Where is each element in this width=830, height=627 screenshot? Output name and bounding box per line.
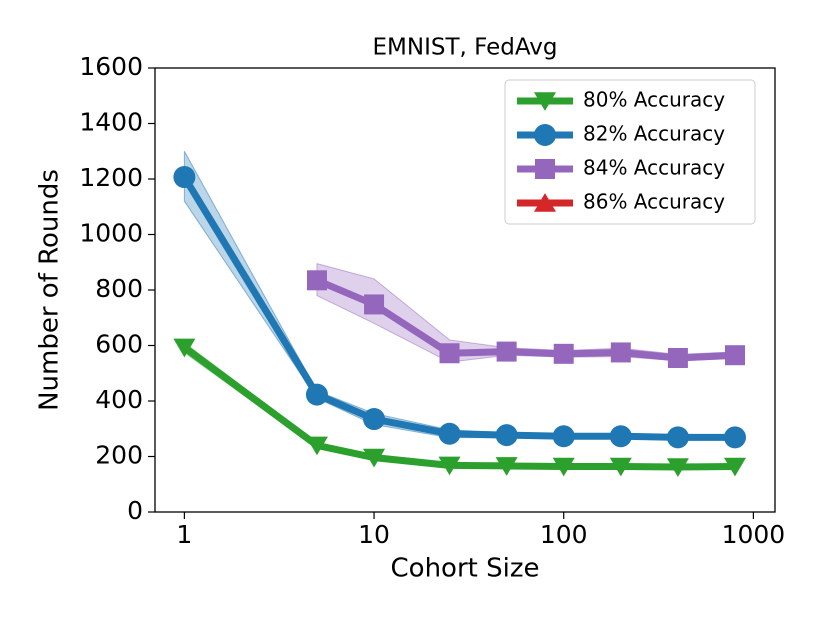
data-point bbox=[363, 448, 386, 468]
data-point bbox=[173, 166, 196, 189]
legend-label: 82% Accuracy bbox=[583, 122, 725, 146]
data-point bbox=[495, 424, 518, 447]
y-tick-label: 1400 bbox=[79, 108, 143, 137]
legend-box bbox=[504, 79, 756, 225]
x-tick-label: 1 bbox=[176, 520, 192, 549]
y-tick-label: 1000 bbox=[79, 219, 143, 248]
data-point bbox=[495, 457, 518, 476]
data-point bbox=[667, 347, 688, 368]
y-tick-label: 1600 bbox=[79, 52, 143, 81]
data-point bbox=[609, 425, 632, 448]
legend-label: 84% Accuracy bbox=[583, 156, 725, 180]
y-tick-label: 200 bbox=[95, 441, 143, 470]
legend-marker bbox=[534, 193, 556, 212]
legend-marker bbox=[535, 159, 555, 179]
y-axis-label: Number of Rounds bbox=[35, 169, 65, 411]
legend-label: 80% Accuracy bbox=[583, 88, 725, 112]
data-point bbox=[724, 426, 747, 449]
data-point bbox=[666, 458, 689, 477]
data-point bbox=[666, 426, 689, 449]
data-point bbox=[552, 457, 575, 477]
data-point bbox=[724, 457, 747, 477]
chart-title: EMNIST, FedAvg bbox=[373, 35, 558, 61]
data-point bbox=[725, 345, 746, 366]
plot-frame bbox=[154, 67, 776, 513]
data-point bbox=[553, 343, 574, 364]
y-tick-label: 1200 bbox=[79, 163, 143, 192]
series-line bbox=[182, 344, 736, 471]
data-point bbox=[438, 456, 461, 476]
data-point bbox=[173, 338, 196, 358]
data-point bbox=[609, 457, 632, 477]
x-tick-label: 1000 bbox=[722, 520, 786, 549]
y-tick-label: 400 bbox=[95, 385, 143, 414]
data-point bbox=[305, 383, 328, 406]
data-point bbox=[305, 436, 328, 456]
x-tick-label: 10 bbox=[358, 520, 390, 549]
data-point bbox=[306, 270, 327, 291]
data-point bbox=[438, 422, 461, 445]
data-point bbox=[363, 408, 386, 431]
legend-marker bbox=[534, 92, 556, 111]
data-point bbox=[439, 343, 460, 364]
legend: 80% Accuracy 82% Accuracy 84% Accuracy 86% … bbox=[504, 79, 756, 225]
x-axis-label: Cohort Size bbox=[391, 554, 540, 584]
x-tick-label: 100 bbox=[540, 520, 588, 549]
y-tick-label: 600 bbox=[95, 330, 143, 359]
data-point bbox=[610, 342, 631, 363]
data-point bbox=[364, 294, 385, 315]
y-tick-label: 0 bbox=[127, 496, 143, 525]
legend-marker bbox=[534, 124, 556, 146]
data-point bbox=[496, 341, 517, 362]
data-point bbox=[552, 425, 575, 448]
legend-label: 86% Accuracy bbox=[583, 190, 725, 214]
y-tick-label: 800 bbox=[95, 274, 143, 303]
